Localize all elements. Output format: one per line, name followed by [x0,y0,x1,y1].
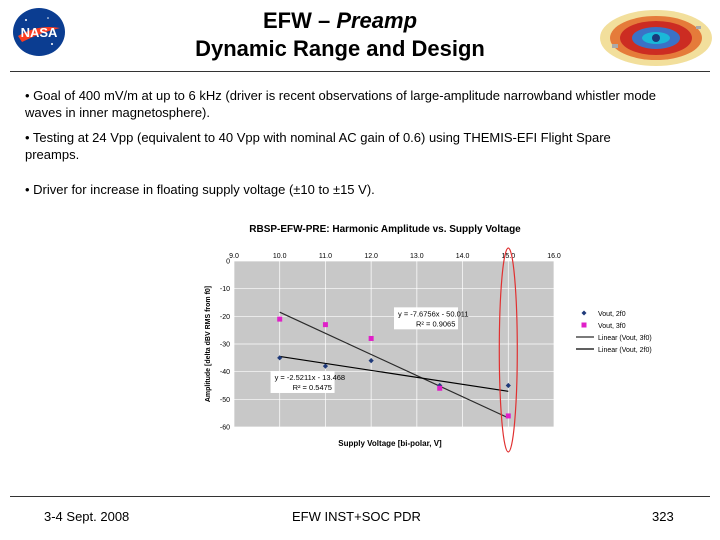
y-tick-label: -60 [220,425,230,432]
legend-label: Linear (Vout, 2f0) [598,347,652,354]
x-tick-label: 16.0 [547,253,561,260]
y-tick-label: -10 [220,286,230,293]
highlight-oval [498,247,518,453]
bullet-driver: • Driver for increase in floating supply… [25,182,375,197]
bullet-testing: • Testing at 24 Vpp (equivalent to 40 Vp… [25,130,611,162]
data-point-3f0 [437,385,443,391]
bullet-goal: • Goal of 400 mV/m at up to 6 kHz (drive… [25,88,657,120]
x-tick-label: 12.0 [364,253,378,260]
legend-label: Linear (Vout, 3f0) [598,335,652,342]
equation-box [394,307,458,330]
legend-box [572,307,678,359]
legend-label: Vout, 3f0 [598,323,626,330]
data-point-3f0 [368,335,374,341]
equation-box [270,370,335,393]
legend-label: Vout, 2f0 [598,311,626,318]
r-squared-text: R² = 0.5475 [293,383,332,392]
harmonic-amplitude-chart: RBSP-EFW-PRE: Harmonic Amplitude vs. Sup… [205,224,678,453]
x-tick-label: 10.0 [273,253,287,260]
x-axis-label: Supply Voltage [bi-polar, V] [338,439,442,448]
chart-title: RBSP-EFW-PRE: Harmonic Amplitude vs. Sup… [249,224,521,235]
y-tick-label: -30 [220,342,230,349]
x-tick-label: 14.0 [456,253,470,260]
data-point-3f0 [505,413,511,419]
y-tick-label: 0 [226,259,230,266]
title-part-2: Preamp [336,8,418,33]
nasa-logo: NASA [13,8,65,56]
radiation-belt-image [600,10,712,66]
y-tick-label: -40 [220,369,230,376]
title-part-1: EFW – [262,8,337,33]
x-tick-label: 9.0 [229,253,239,260]
header-divider [10,71,710,72]
trendline [279,311,509,419]
y-tick-label: -20 [220,314,230,321]
legend-marker-diamond [581,310,587,316]
x-tick-label: 13.0 [410,253,424,260]
slide-title: EFW – Preamp [90,8,590,34]
page-number: 323 [652,509,674,524]
nasa-logo-text: NASA [21,25,58,40]
trendline [279,355,509,392]
x-tick-label: 15.0 [501,253,515,260]
data-point-3f0 [322,322,328,328]
footer-divider [10,496,710,497]
data-point-2f0 [505,382,511,389]
y-axis-label: Amplitude [delta dBV RMS from f0] [205,286,212,402]
equation-text: y = -2.5211x - 13.468 [275,373,346,382]
slide-subtitle: Dynamic Range and Design [195,36,485,61]
footer-date: 3-4 Sept. 2008 [44,509,130,524]
data-point-3f0 [277,316,283,322]
legend-marker-square [581,322,587,328]
y-tick-label: -50 [220,397,230,404]
x-tick-label: 11.0 [319,253,332,260]
footer-center-text: EFW INST+SOC PDR [292,509,421,524]
equation-text: y = -7.6756x - 50.011 [398,309,469,318]
r-squared-text: R² = 0.9065 [416,319,455,328]
